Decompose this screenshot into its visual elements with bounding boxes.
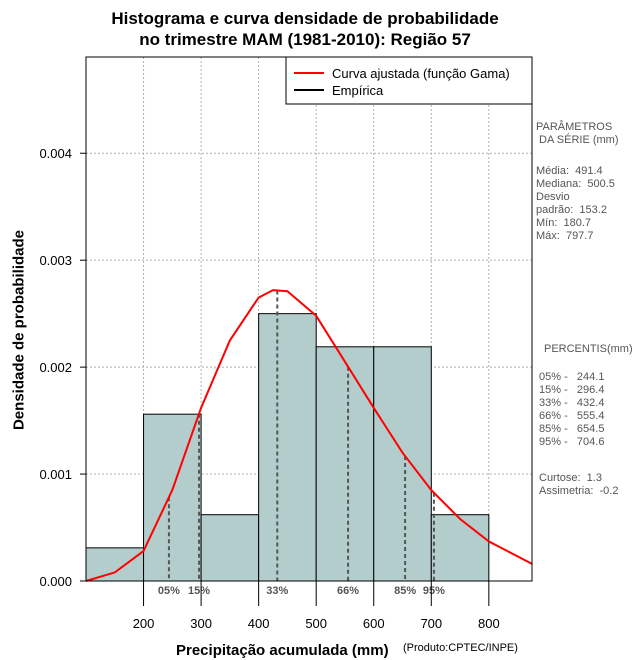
histogram-bar xyxy=(315,346,375,582)
percentile-label: 85% xyxy=(394,585,416,597)
x-tick-label: 600 xyxy=(363,616,385,631)
chart-title-line-2: no trimestre MAM (1981-2010): Região 57 xyxy=(139,30,471,49)
legend-box xyxy=(285,56,533,105)
product-credit: (Produto:CPTEC/INPE) xyxy=(403,642,518,654)
percentile-label: 95% xyxy=(423,585,445,597)
axes-layer: 200 300 400 500 600 700 800 0.000 0.001 0.002 0.00… xyxy=(39,146,499,631)
percentiles-values: 05% - 244.1 15% - 296.4 33% - 432.4 66% … xyxy=(539,371,605,448)
percentile-label: 05% xyxy=(158,585,180,597)
histogram-bar xyxy=(258,313,317,582)
series-parameters-values: Média: 491.4 Mediana: 500.5 Desvio padrã… xyxy=(536,165,615,242)
histogram-bar xyxy=(200,514,260,582)
y-tick-label: 0.004 xyxy=(39,146,72,161)
y-axis-label: Densidade de probabilidade xyxy=(10,229,28,431)
y-tick-label: 0.002 xyxy=(39,360,72,375)
y-tick-label: 0.000 xyxy=(39,574,72,589)
gamma-curve xyxy=(85,289,533,582)
legend-label-empirical: Empírica xyxy=(332,83,384,98)
distribution-stats: Curtose: 1.3 Assimetria: -0.2 xyxy=(539,472,619,497)
legend: Curva ajustada (função Gama) Empírica xyxy=(285,56,533,105)
histogram-bar xyxy=(430,514,490,582)
bars-layer xyxy=(85,313,490,582)
x-tick-label: 200 xyxy=(133,616,155,631)
legend-label-fitted-curve: Curva ajustada (função Gama) xyxy=(332,66,510,81)
histogram-bar xyxy=(85,547,145,582)
histogram-bar xyxy=(373,346,432,582)
x-tick-label: 800 xyxy=(478,616,500,631)
histogram-bar xyxy=(143,413,202,582)
x-tick-label: 300 xyxy=(190,616,212,631)
percentile-label: 33% xyxy=(266,585,288,597)
series-parameters-title: PARÂMETROS DA SÉRIE (mm) xyxy=(536,121,619,146)
percentile-lines-layer: 05% 15% 33% 66% 85% 95% xyxy=(158,290,445,597)
x-tick-label: 400 xyxy=(248,616,270,631)
x-tick-label: 500 xyxy=(305,616,327,631)
y-tick-label: 0.003 xyxy=(39,253,72,268)
percentiles-title: PERCENTIS(mm) xyxy=(544,343,633,355)
x-tick-label: 700 xyxy=(420,616,442,631)
percentile-label: 15% xyxy=(188,585,210,597)
x-axis-label: Precipitação acumulada (mm) xyxy=(176,642,389,659)
y-tick-label: 0.001 xyxy=(39,467,72,482)
percentile-label: 66% xyxy=(337,585,359,597)
chart-title-line-1: Histograma e curva densidade de probabil… xyxy=(111,9,499,28)
